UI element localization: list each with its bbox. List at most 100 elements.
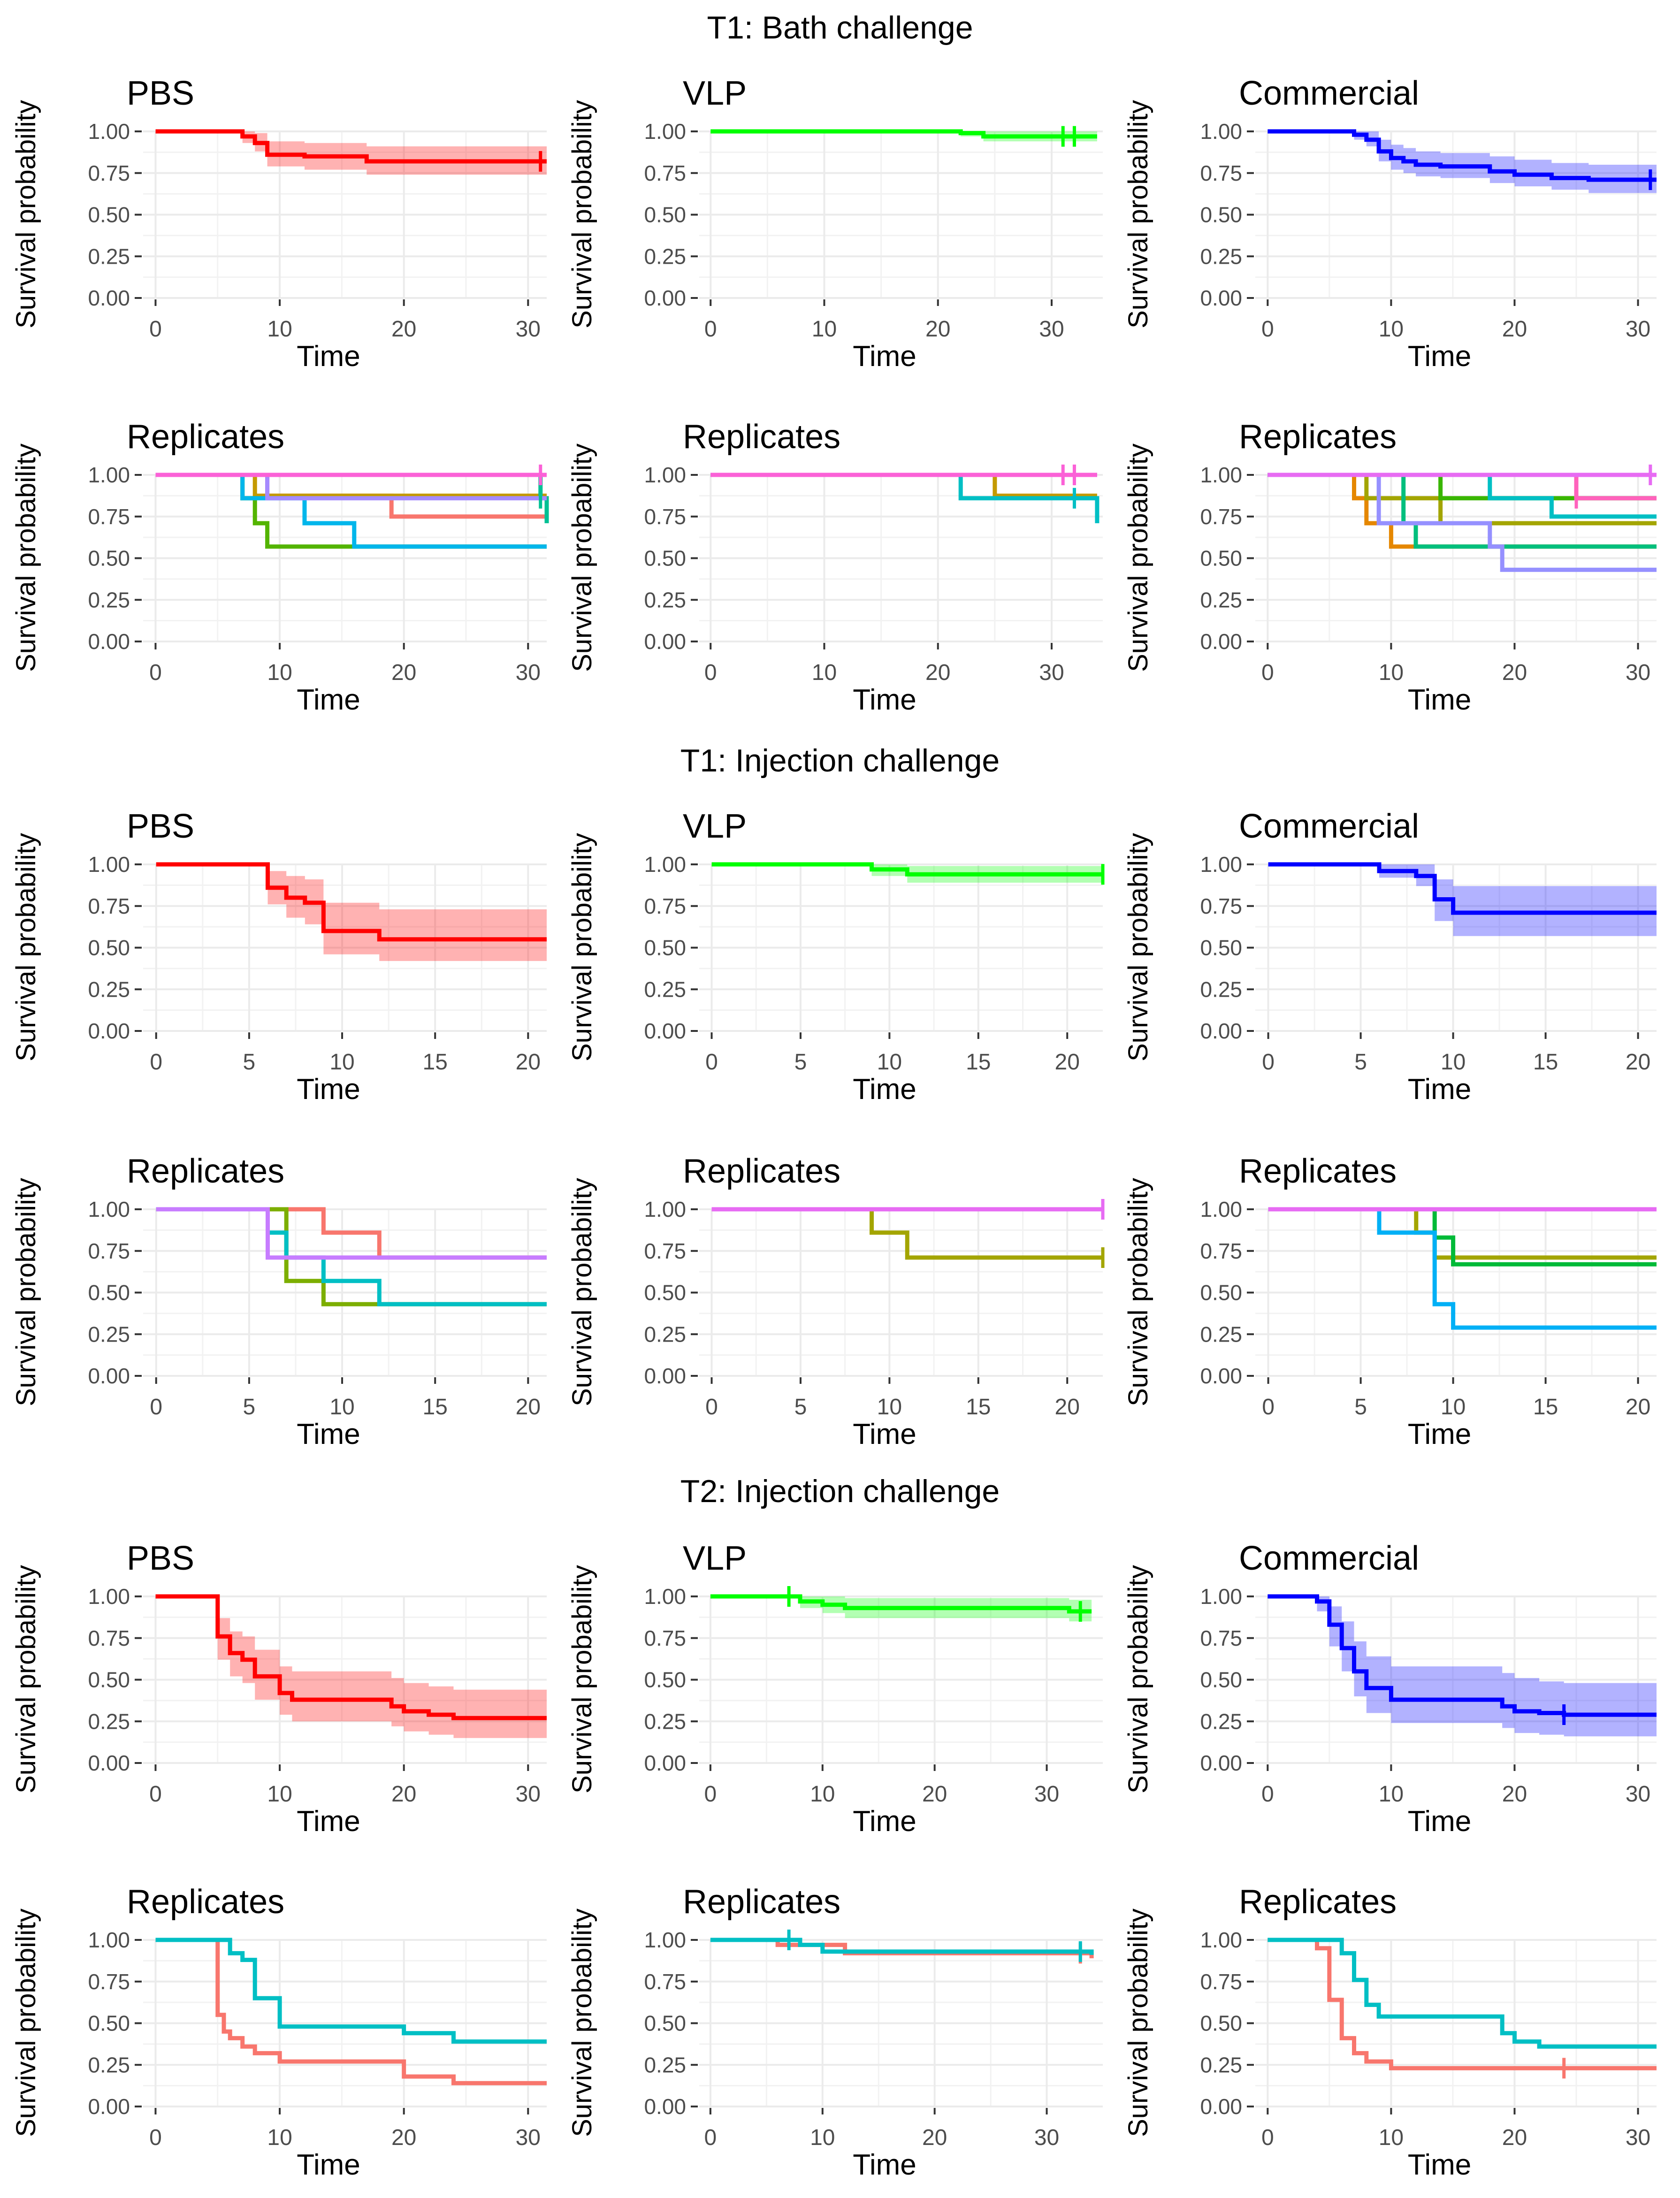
- y-tick-label: 0.00: [644, 1019, 686, 1043]
- y-tick-label: 0.50: [88, 203, 130, 227]
- y-tick-label: 0.50: [1200, 203, 1242, 227]
- y-axis-label: Survival probability: [567, 1178, 597, 1406]
- panel-6-1: 0 10 20 30 0.00 0.25 0.50 0.75 1.00 Replicates Tim…: [11, 1883, 547, 2181]
- panel-4-2: 0 5 10 15 20 0.00 0.25 0.50 0.75 1.00 Replicates Ti…: [567, 1152, 1105, 1450]
- survival-curve-rep-4: [1268, 473, 1657, 501]
- section-title-t1-bath: T1: Bath challenge: [707, 10, 973, 46]
- section-title-t1-injection: T1: Injection challenge: [680, 743, 1000, 778]
- x-axis-label: Time: [297, 1418, 360, 1450]
- x-tick-label: 20: [391, 2125, 416, 2150]
- survival-curve-Commercial: [1268, 1594, 1657, 1717]
- x-tick-label: 5: [1354, 1050, 1367, 1075]
- x-tick-label: 10: [329, 1395, 354, 1420]
- x-tick-label: 10: [267, 317, 292, 342]
- section-title-t2-injection: T2: Injection challenge: [680, 1473, 1000, 1509]
- x-tick-label: 0: [150, 1050, 162, 1075]
- y-tick-label: 0.00: [88, 286, 130, 310]
- survival-curve-rep-2: [710, 473, 1097, 498]
- x-axis-label: Time: [1408, 1073, 1471, 1106]
- panel-title: VLP: [683, 75, 747, 112]
- y-tick-label: 0.50: [88, 2011, 130, 2036]
- x-tick-label: 30: [1626, 317, 1650, 342]
- y-tick-label: 0.75: [644, 1239, 686, 1263]
- confidence-band-PBS: [155, 1596, 547, 1738]
- x-tick-label: 0: [705, 1395, 718, 1420]
- x-tick-label: 30: [1626, 1782, 1650, 1807]
- x-tick-label: 10: [267, 1782, 292, 1807]
- y-tick-label: 0.00: [644, 2094, 686, 2119]
- survival-curve-rep-1: [1268, 1938, 1657, 2070]
- y-tick-label: 1.00: [1200, 1928, 1242, 1952]
- x-tick-label: 30: [516, 317, 541, 342]
- x-tick-label: 15: [966, 1395, 991, 1420]
- y-tick-label: 0.00: [88, 1751, 130, 1775]
- x-tick-label: 20: [516, 1050, 541, 1075]
- x-tick-label: 10: [812, 317, 837, 342]
- x-tick-label: 20: [1502, 317, 1527, 342]
- x-tick-label: 10: [877, 1395, 902, 1420]
- y-axis-label: Survival probability: [11, 443, 41, 672]
- panel-title: Commercial: [1239, 75, 1419, 112]
- x-axis-label: Time: [853, 1418, 916, 1450]
- y-axis-label: Survival probability: [567, 1908, 597, 2137]
- survival-curve-rep-2: [1268, 1938, 1657, 2049]
- x-tick-label: 30: [1626, 660, 1650, 685]
- y-axis-label: Survival probability: [1123, 833, 1153, 1061]
- y-tick-label: 1.00: [644, 463, 686, 487]
- x-tick-label: 0: [1262, 1050, 1275, 1075]
- y-axis-label: Survival probability: [567, 100, 597, 328]
- survival-curve-rep-2: [155, 473, 547, 498]
- y-tick-label: 0.50: [644, 936, 686, 960]
- y-tick-label: 0.75: [1200, 894, 1242, 918]
- x-tick-label: 20: [922, 2125, 947, 2150]
- y-tick-label: 0.25: [88, 1709, 130, 1733]
- y-axis-label: Survival probability: [567, 1565, 597, 1794]
- survival-curve-rep-3: [155, 473, 547, 549]
- y-tick-label: 0.25: [88, 1322, 130, 1346]
- x-axis-label: Time: [1408, 1805, 1471, 1838]
- y-tick-label: 0.75: [88, 1239, 130, 1263]
- x-tick-label: 0: [150, 1395, 162, 1420]
- y-tick-label: 0.00: [88, 629, 130, 654]
- x-tick-label: 0: [704, 1782, 717, 1807]
- panel-1-2: 0 10 20 30 0.00 0.25 0.50 0.75 1.00 VLP Time Surviv…: [567, 75, 1103, 373]
- panel-title: Commercial: [1239, 808, 1419, 845]
- x-tick-label: 5: [243, 1050, 256, 1075]
- survival-curve-rep-7: [1268, 473, 1657, 572]
- x-tick-label: 10: [1379, 1782, 1404, 1807]
- y-tick-label: 0.50: [644, 546, 686, 571]
- x-tick-label: 10: [1379, 317, 1404, 342]
- x-tick-label: 0: [704, 660, 717, 685]
- y-tick-label: 1.00: [88, 463, 130, 487]
- y-tick-label: 0.75: [88, 161, 130, 185]
- x-tick-label: 10: [1379, 660, 1404, 685]
- y-tick-label: 0.75: [644, 504, 686, 529]
- y-tick-label: 0.25: [644, 2053, 686, 2077]
- y-tick-label: 0.25: [88, 588, 130, 612]
- y-tick-label: 0.50: [644, 1281, 686, 1305]
- x-tick-label: 15: [1533, 1050, 1558, 1075]
- x-tick-label: 20: [1502, 660, 1527, 685]
- y-tick-label: 1.00: [88, 1197, 130, 1221]
- y-tick-label: 0.75: [1200, 504, 1242, 529]
- survival-curve-rep-4: [156, 1207, 547, 1260]
- x-tick-label: 0: [705, 1050, 718, 1075]
- x-tick-label: 0: [1261, 1782, 1274, 1807]
- y-tick-label: 1.00: [1200, 852, 1242, 877]
- survival-curve-rep-5: [1268, 473, 1657, 549]
- y-axis-label: Survival probability: [1123, 1908, 1153, 2137]
- confidence-band-Commercial: [1268, 131, 1657, 193]
- confidence-band-Commercial: [1268, 1596, 1657, 1737]
- y-tick-label: 0.50: [1200, 546, 1242, 571]
- y-tick-label: 0.50: [1200, 936, 1242, 960]
- survival-curve-PBS: [155, 129, 547, 164]
- panel-title: PBS: [127, 75, 194, 112]
- y-tick-label: 0.50: [88, 1668, 130, 1692]
- x-tick-label: 0: [1261, 2125, 1274, 2150]
- panel-3-1: 0 5 10 15 20 0.00 0.25 0.50 0.75 1.00 PBS Time Survi…: [11, 808, 547, 1106]
- y-tick-label: 0.75: [644, 1626, 686, 1650]
- y-tick-label: 0.75: [1200, 1626, 1242, 1650]
- y-axis-label: Survival probability: [11, 100, 41, 328]
- panel-2-2: 0 10 20 30 0.00 0.25 0.50 0.75 1.00 Replicates Tim…: [567, 418, 1103, 716]
